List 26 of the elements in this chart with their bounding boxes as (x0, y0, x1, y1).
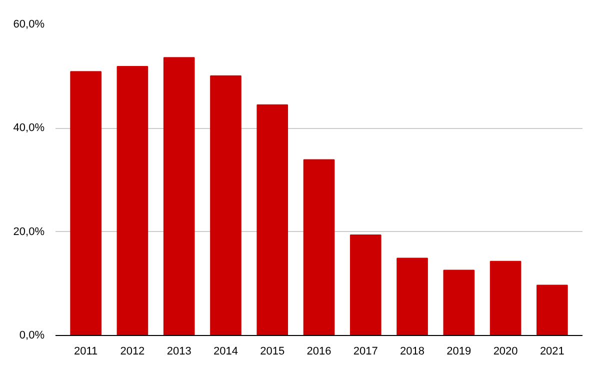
x-tick-label: 2016 (306, 346, 332, 358)
x-tick-label: 2014 (213, 346, 238, 358)
bar (396, 258, 428, 336)
bar (70, 71, 102, 336)
bar (303, 159, 335, 336)
bar (490, 260, 522, 336)
x-tick-label: 2020 (493, 346, 518, 358)
x-tick-label: 2015 (260, 346, 285, 358)
x-tick-label: 2012 (120, 346, 145, 358)
x-tick-label: 2018 (400, 346, 425, 358)
x-tick-label: 2019 (446, 346, 472, 358)
bar (116, 66, 148, 336)
bar (210, 75, 242, 336)
x-tick-label: 2017 (353, 346, 378, 358)
bar (256, 104, 288, 336)
bar (443, 270, 475, 336)
y-tick-label: 20,0% (13, 226, 45, 238)
y-tick-label: 60,0% (13, 18, 45, 30)
x-tick-label: 2021 (540, 346, 564, 358)
bar (350, 234, 382, 336)
bar (163, 57, 195, 336)
bar (536, 284, 568, 336)
x-tick-label: 2011 (74, 346, 98, 358)
y-tick-label: 0,0% (19, 330, 45, 342)
y-tick-label: 40,0% (13, 122, 45, 134)
x-tick-label: 2013 (166, 346, 192, 358)
